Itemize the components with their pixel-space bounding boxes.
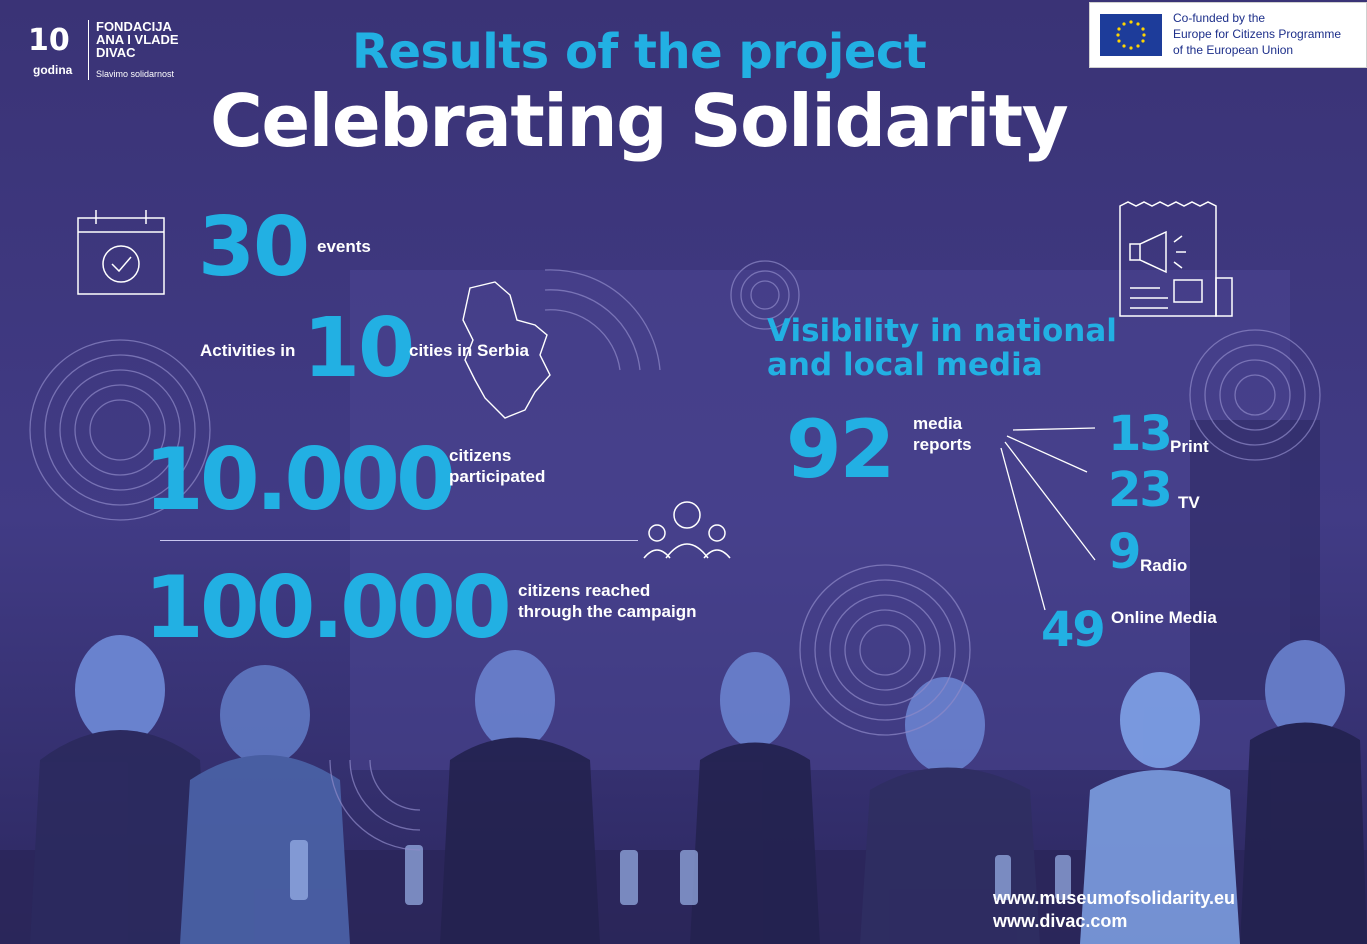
logo-number: 10	[28, 23, 70, 58]
media-total-value: 92	[786, 403, 895, 496]
events-value: 30	[198, 200, 310, 295]
online-label: Online Media	[1111, 608, 1217, 627]
decorative-arcs	[29, 260, 1321, 851]
tv-label: TV	[1178, 493, 1200, 512]
logo-slogan: Slavimo solidarnost	[96, 69, 175, 79]
media-total-label-line2: reports	[913, 435, 972, 454]
events-label: events	[317, 237, 371, 256]
participants-label-line1: citizens	[449, 446, 512, 465]
cities-label: cities in Serbia	[409, 341, 529, 360]
logo-godina: godina	[33, 63, 73, 77]
cities-value: 10	[303, 301, 415, 396]
media-total-label-line1: media	[913, 414, 963, 433]
calendar-check-icon	[77, 210, 165, 295]
people-group-icon	[643, 501, 731, 559]
reached-value: 100.000	[144, 558, 512, 658]
eu-line2: Europe for Citizens Programme	[1173, 27, 1342, 41]
reached-label-line1: citizens reached	[518, 581, 651, 600]
footer-url-divac[interactable]: www.divac.com	[993, 911, 1128, 931]
newspaper-megaphone-icon	[1119, 201, 1233, 317]
eu-line3: of the European Union	[1173, 43, 1294, 57]
print-value: 13	[1108, 406, 1173, 462]
section-divider	[160, 540, 638, 541]
header-subtitle: Results of the project	[352, 24, 927, 80]
footer-url-museum[interactable]: www.museumofsolidarity.eu	[993, 888, 1236, 908]
serbia-map-icon	[462, 281, 551, 419]
eu-line1: Co-funded by the	[1173, 11, 1266, 25]
page-title: Celebrating Solidarity	[210, 79, 1069, 163]
media-heading-line2: and local media	[767, 347, 1043, 383]
logo-divider	[88, 20, 89, 80]
logo-line1: FONDACIJA	[96, 19, 172, 34]
tv-value: 23	[1108, 462, 1173, 518]
radio-label: Radio	[1140, 556, 1188, 575]
print-label: Print	[1170, 437, 1209, 456]
panelists-silhouettes	[30, 635, 1367, 944]
participants-label-line2: participated	[449, 467, 546, 486]
online-value: 49	[1041, 602, 1106, 658]
media-heading: Visibility in national and local media	[767, 314, 1117, 382]
reached-label-line2: through the campaign	[518, 602, 697, 621]
media-connector-lines	[1000, 427, 1096, 611]
eu-cofunded-box: Co-funded by the Europe for Citizens Pro…	[1089, 2, 1367, 68]
media-heading-line1: Visibility in national	[767, 313, 1117, 349]
logo-line2: ANA I VLADE	[96, 32, 179, 47]
foundation-logo[interactable]: 10 godina FONDACIJA ANA I VLADE DIVAC Sl…	[28, 20, 188, 82]
eu-flag-icon	[1100, 14, 1162, 56]
participants-value: 10.000	[144, 430, 456, 530]
radio-value: 9	[1108, 524, 1141, 580]
cities-prefix: Activities in	[200, 341, 296, 360]
logo-line3: DIVAC	[96, 45, 136, 60]
